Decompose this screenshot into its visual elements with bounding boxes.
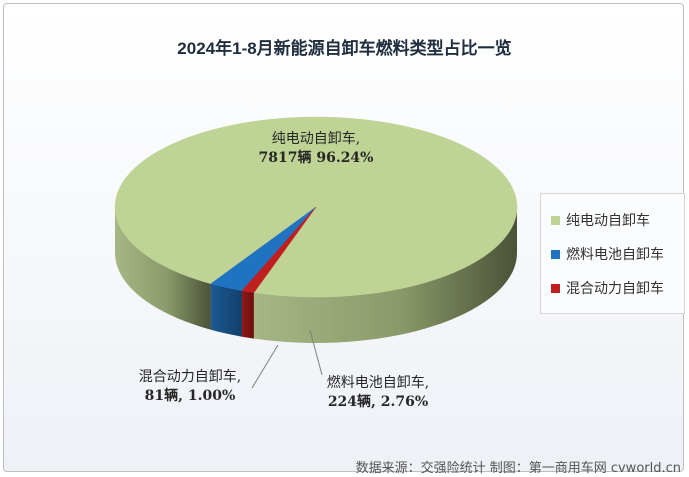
legend-swatch: [551, 215, 560, 225]
pie-side-group: [115, 207, 517, 343]
legend: 纯电动自卸车 燃料电池自卸车 混合动力自卸车: [540, 193, 685, 314]
slice-label-value: 7817辆 96.24%: [258, 150, 374, 166]
slice-label-name: 燃料电池自卸车,: [326, 375, 430, 391]
leader-line-hybrid: [251, 344, 279, 389]
pie-top-group: [114, 116, 518, 298]
source-note: 数据来源：交强险统计 制图：第一商用车网 cvworld.cn: [355, 461, 681, 476]
pie-side-hybrid: [242, 290, 254, 339]
slice-label-name: 混合动力自卸车,: [138, 369, 242, 385]
slice-label-pure-electric: 纯电动自卸车, 7817辆 96.24%: [236, 130, 396, 168]
legend-swatch: [551, 249, 560, 259]
slice-label-value: 224辆, 2.76%: [327, 394, 429, 410]
pie-slice-hybrid: [241, 206, 317, 293]
slice-label-fuel-cell: 燃料电池自卸车, 224辆, 2.76%: [298, 374, 458, 412]
slice-label-hybrid: 混合动力自卸车, 81辆, 1.00%: [110, 368, 270, 406]
legend-label: 混合动力自卸车: [566, 281, 664, 297]
legend-item-pure-electric: 纯电动自卸车: [551, 210, 650, 230]
slice-label-value: 81辆, 1.00%: [144, 388, 236, 404]
chart-title: 2024年1-8月新能源自卸车燃料类型占比一览: [177, 39, 512, 58]
pie-side-pure-electric: [253, 207, 517, 343]
pie-slice-pure-electric: [114, 116, 518, 298]
leader-line-fuel-cell: [309, 329, 323, 376]
legend-label: 纯电动自卸车: [566, 213, 650, 229]
legend-item-fuel-cell: 燃料电池自卸车: [551, 244, 664, 264]
leader-lines: [251, 329, 323, 389]
pie-side-pure-electric: [115, 207, 211, 330]
pie-side-fuel-cell: [210, 283, 243, 337]
legend-swatch: [551, 283, 560, 293]
legend-item-hybrid: 混合动力自卸车: [551, 278, 664, 298]
legend-label: 燃料电池自卸车: [566, 247, 664, 263]
slice-label-name: 纯电动自卸车,: [271, 131, 361, 147]
